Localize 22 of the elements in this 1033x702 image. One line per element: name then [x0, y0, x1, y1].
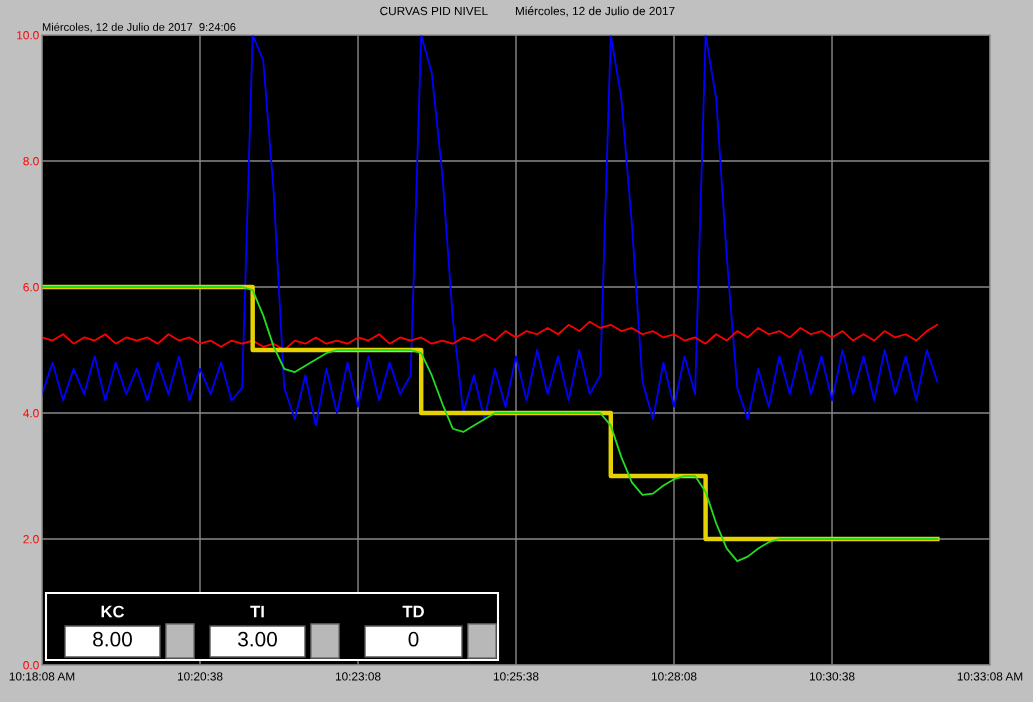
y-tick-label: 0.0 [23, 661, 39, 670]
annotation: 0 [408, 631, 419, 647]
x-tick-label: 10:30:38 [809, 672, 855, 681]
x-tick-label: 10:18:08 AM [9, 672, 75, 681]
x-tick-label: 10:33:08 AM [957, 672, 1023, 681]
x-tick-label: 10:25:38 [493, 672, 539, 681]
y-tick-label: 2.0 [23, 535, 39, 544]
annotation: 8.00 [93, 631, 132, 647]
annotation: KC [101, 605, 125, 618]
annotation: 3.00 [238, 631, 277, 647]
y-tick-label: 8.0 [23, 157, 39, 166]
y-tick-label: 4.0 [23, 409, 39, 418]
x-tick-label: 10:28:08 [651, 672, 697, 681]
text: Miércoles, 12 de Julio de 2017 [515, 6, 675, 17]
y-tick-label: 10.0 [17, 31, 39, 40]
annotation: TI [250, 605, 264, 618]
y-tick-label: 6.0 [23, 283, 39, 292]
annotation: TD [402, 605, 424, 618]
x-tick-label: 10:23:08 [335, 672, 381, 681]
text: Miércoles, 12 de Julio de 2017 9:24:06 [42, 22, 236, 33]
chart-title: CURVAS PID NIVEL [380, 6, 488, 16]
x-tick-label: 10:20:38 [177, 672, 223, 681]
